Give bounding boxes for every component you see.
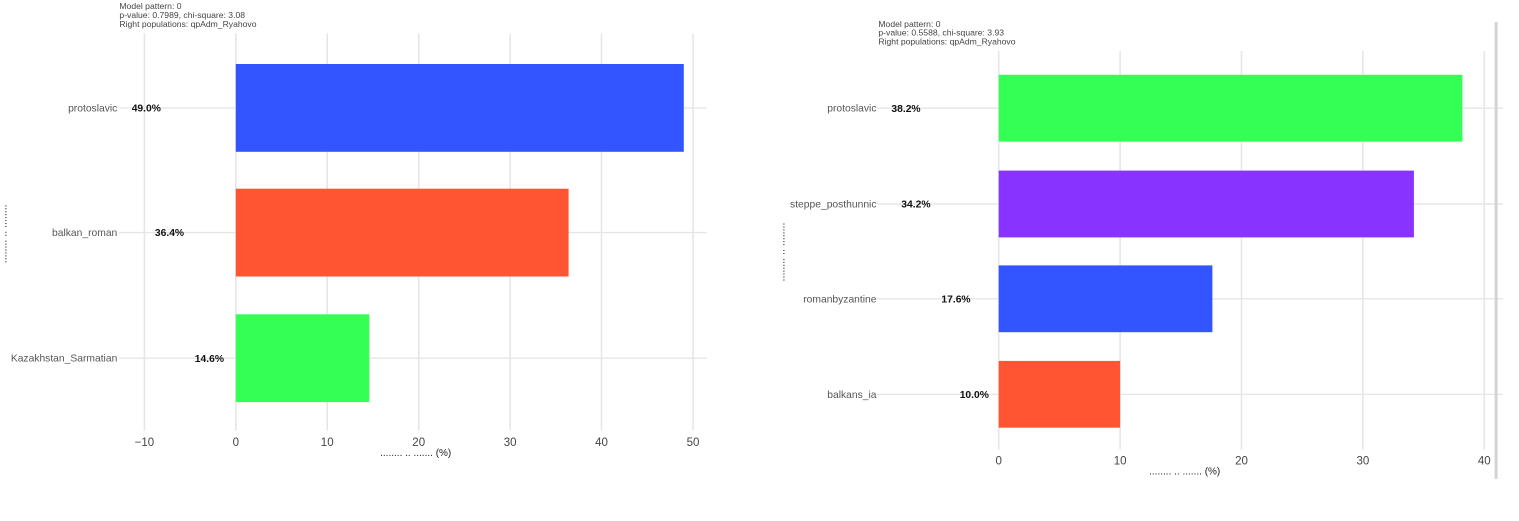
svg-text:10.0%: 10.0% [960, 390, 989, 401]
svg-text:Model pattern: 0: Model pattern: 0 [878, 19, 940, 29]
svg-text:protoslavic: protoslavic [68, 103, 117, 114]
svg-text:........ .. ....... (%): ........ .. ....... (%) [380, 448, 451, 459]
svg-text:14.6%: 14.6% [195, 354, 224, 365]
svg-text:p-value: 0.7989, chi-square: 3: p-value: 0.7989, chi-square: 3.08 [119, 10, 245, 20]
svg-text:49.0%: 49.0% [132, 104, 161, 115]
svg-text:17.6%: 17.6% [941, 294, 970, 305]
svg-text:10: 10 [321, 437, 334, 449]
svg-text:30: 30 [504, 437, 517, 449]
svg-text:........ .. ........: ........ .. ........ [776, 223, 788, 282]
svg-text:40: 40 [595, 437, 608, 449]
svg-text:Right populations: qpAdm_Ryaho: Right populations: qpAdm_Ryahovo [878, 37, 1015, 47]
svg-text:20: 20 [412, 437, 425, 449]
svg-text:balkan_roman: balkan_roman [52, 228, 118, 239]
svg-text:−10: −10 [135, 437, 155, 449]
svg-text:50: 50 [687, 437, 700, 449]
svg-text:........ .. ....... (%): ........ .. ....... (%) [1149, 467, 1220, 478]
svg-text:10: 10 [1114, 455, 1127, 467]
svg-text:0: 0 [233, 437, 239, 449]
svg-text:steppe_posthunnic: steppe_posthunnic [790, 200, 876, 211]
svg-text:30: 30 [1357, 455, 1370, 467]
svg-text:0: 0 [995, 455, 1001, 467]
svg-text:Model pattern: 0: Model pattern: 0 [119, 1, 181, 11]
svg-text:p-value: 0.5588, chi-square: 3: p-value: 0.5588, chi-square: 3.93 [878, 28, 1004, 38]
svg-text:34.2%: 34.2% [901, 200, 930, 211]
svg-text:36.4%: 36.4% [155, 228, 184, 239]
svg-text:protoslavic: protoslavic [827, 104, 876, 115]
svg-text:38.2%: 38.2% [891, 104, 920, 115]
svg-text:romanbyzantine: romanbyzantine [803, 294, 877, 305]
svg-text:Right populations: qpAdm_Ryaho: Right populations: qpAdm_Ryahovo [119, 19, 256, 29]
svg-text:40: 40 [1478, 455, 1491, 467]
svg-text:20: 20 [1235, 455, 1248, 467]
svg-text:Kazakhstan_Sarmatian: Kazakhstan_Sarmatian [11, 354, 118, 365]
svg-text:........ .. ........: ........ .. ........ [0, 204, 10, 263]
svg-text:balkans_ia: balkans_ia [827, 390, 877, 401]
